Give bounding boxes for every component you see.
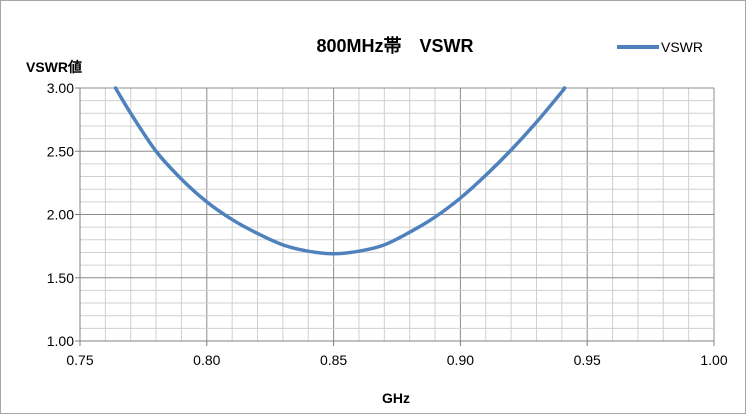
- axes: [75, 87, 715, 346]
- y-axis-label: VSWR値: [26, 59, 82, 75]
- y-tick-label: 1.50: [47, 270, 74, 286]
- x-tick-label: 0.95: [574, 352, 601, 368]
- y-tick-label: 2.00: [47, 207, 74, 223]
- y-tick-label: 3.00: [47, 80, 74, 96]
- y-tick-labels: 1.00 1.50 2.00 2.50 3.00: [47, 80, 74, 349]
- y-tick-label: 2.50: [47, 143, 74, 159]
- x-tick-label: 0.90: [447, 352, 474, 368]
- x-axis-label: GHz: [382, 390, 410, 406]
- series-layer: [113, 86, 567, 256]
- grid-lines: [79, 87, 715, 342]
- x-tick-label: 0.85: [320, 352, 347, 368]
- x-tick-labels: 0.75 0.80 0.85 0.90 0.95 1.00: [66, 352, 727, 368]
- legend: VSWR: [617, 39, 703, 55]
- legend-label-vswr: VSWR: [661, 39, 703, 55]
- chart-title: 800MHz帯 VSWR: [316, 35, 473, 56]
- series-line-vswr: [113, 86, 567, 256]
- x-tick-label: 0.75: [66, 352, 93, 368]
- x-tick-label: 0.80: [193, 352, 220, 368]
- y-tick-label: 1.00: [47, 333, 74, 349]
- x-tick-label: 1.00: [700, 352, 727, 368]
